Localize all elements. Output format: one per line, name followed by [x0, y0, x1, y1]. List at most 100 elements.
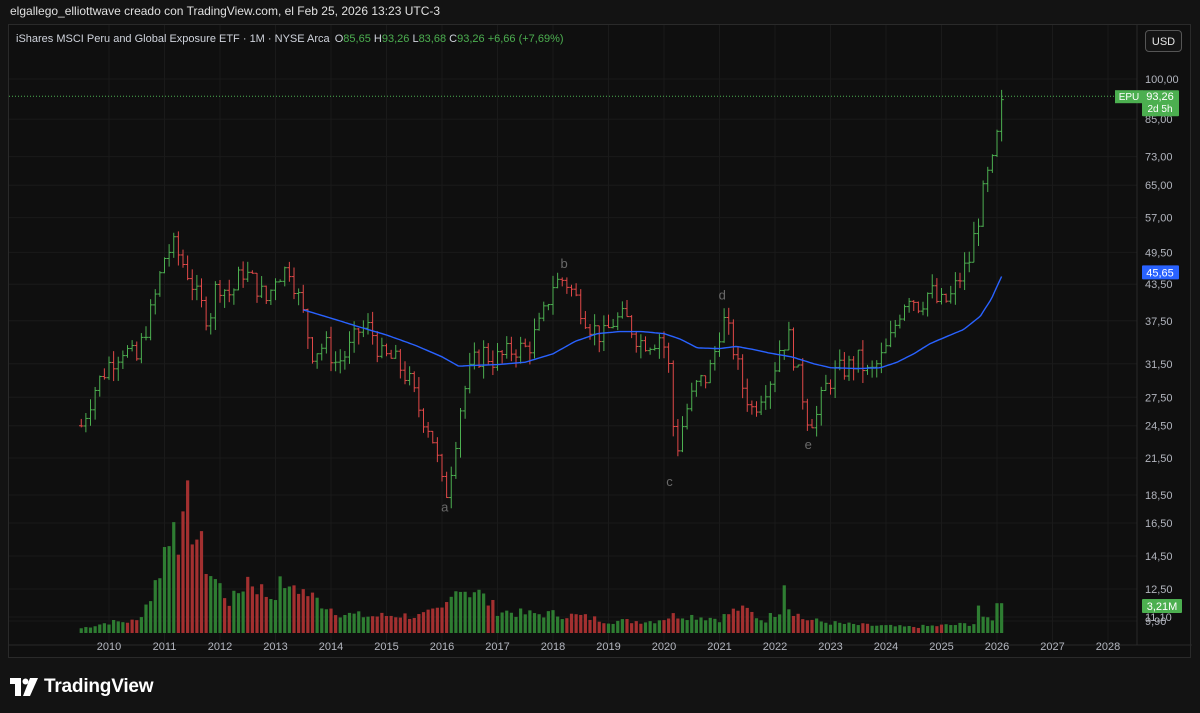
ohlc-bar — [291, 267, 297, 300]
ohlc-bar — [980, 180, 986, 227]
volume-bar — [102, 623, 106, 633]
volume-bar — [144, 604, 148, 633]
volume-bar — [167, 546, 171, 633]
price-axis[interactable]: 100,00 85,00 73,00 65,00 57,00 49,50 43,50 37,5… — [1136, 25, 1179, 645]
volume-bar — [227, 605, 231, 633]
countdown-text: 2d 5h — [1147, 104, 1172, 115]
volume-bar — [440, 607, 444, 633]
volume-bar — [847, 622, 851, 633]
volume-bar — [685, 620, 689, 633]
volume-bar — [283, 588, 287, 633]
ohlc-bar — [860, 340, 866, 384]
chart-pane[interactable]: a b c d e 100,00 85,00 73,00 65,00 57,00 49,50 43,… — [8, 24, 1192, 659]
ohlc-bar — [402, 361, 408, 385]
volume-bar — [653, 623, 657, 633]
x-tick-label: 2018 — [541, 641, 565, 653]
volume-bar — [329, 608, 333, 633]
ohlc-bar — [763, 385, 768, 410]
volume-bar — [93, 626, 97, 633]
wave-label-b: b — [560, 256, 567, 271]
ohlc-bar — [449, 466, 454, 509]
volume-bar — [889, 624, 893, 633]
ohlc-bar — [620, 301, 625, 319]
ma-price-text: 45,65 — [1146, 267, 1174, 279]
ohlc-bar — [814, 405, 819, 437]
ohlc-bar — [268, 289, 274, 305]
wave-label-a: a — [441, 500, 449, 515]
volume-bar — [421, 612, 426, 633]
volume-bar — [856, 625, 860, 633]
price-chart[interactable]: a b c d e 100,00 85,00 73,00 65,00 57,00 49,50 43,… — [9, 25, 1192, 659]
ohlc-bar — [879, 342, 884, 374]
chart-caption: elgallego_elliottwave creado con Trading… — [10, 4, 441, 18]
ohlc-bar — [583, 311, 588, 329]
ohlc-bar — [555, 272, 560, 289]
ohlc-bar — [370, 311, 375, 345]
volume-bar — [912, 626, 916, 633]
volume-bar — [611, 623, 615, 633]
wave-label-d: d — [719, 287, 726, 302]
volume-bar — [972, 624, 976, 633]
ohlc-bar — [231, 288, 237, 305]
y-tick-label: 24,50 — [1145, 421, 1173, 433]
ohlc-bar — [439, 453, 445, 482]
legend-low-value: 83,68 — [418, 33, 447, 45]
ohlc-bar — [971, 221, 977, 263]
volume-bar — [324, 609, 328, 633]
volume-bar — [995, 603, 999, 633]
volume-bar — [884, 625, 888, 633]
volume-bar — [824, 622, 828, 633]
ohlc-bar — [560, 277, 565, 287]
legend-close-value: 93,26 — [457, 33, 485, 45]
volume-bar — [394, 617, 398, 633]
volume-bar — [84, 627, 88, 633]
ohlc-bar — [259, 276, 264, 298]
volume-bar — [204, 573, 208, 633]
volume-bar — [819, 621, 823, 633]
tradingview-logo-icon — [10, 678, 38, 696]
volume-bar — [708, 617, 712, 633]
volume-bar — [796, 613, 800, 633]
volume-bar — [616, 620, 620, 633]
ohlc-bar — [768, 381, 773, 409]
volume-bar — [875, 625, 879, 633]
x-tick-label: 2028 — [1096, 641, 1120, 653]
wave-label-e: e — [805, 437, 812, 452]
ohlc-bar — [777, 340, 782, 373]
volume-bar — [560, 619, 564, 633]
y-tick-label: 85,00 — [1145, 114, 1173, 126]
ohlc-bar — [342, 350, 348, 370]
legend-change: +6,66 (+7,69%) — [487, 33, 564, 45]
x-tick-label: 2020 — [652, 641, 676, 653]
ohlc-bar — [689, 382, 694, 412]
ohlc-bar — [680, 416, 685, 453]
ohlc-bar — [578, 289, 583, 325]
ohlc-bar — [957, 272, 963, 289]
ohlc-bar — [240, 261, 246, 288]
volume-bar — [158, 578, 162, 633]
ohlc-bar — [791, 327, 796, 371]
volume-bar — [121, 622, 125, 633]
volume-bar — [468, 597, 472, 633]
currency-button[interactable]: USD — [1145, 30, 1182, 52]
ohlc-bar — [462, 385, 468, 419]
time-axis[interactable]: 2010 2011 2012 2013 2014 2015 2016 2017 2018 2019… — [97, 641, 1120, 653]
volume-bar — [643, 622, 648, 633]
volume-bar — [574, 614, 578, 633]
ohlc-bar — [518, 336, 523, 364]
ohlc-bar — [948, 285, 953, 304]
ohlc-bar — [416, 377, 422, 418]
volume-bar — [528, 610, 532, 633]
symbol-tag-text: EPU — [1119, 92, 1140, 103]
ohlc-bar — [629, 315, 634, 339]
ohlc-bar — [828, 379, 833, 395]
ohlc-bar — [435, 437, 440, 463]
volume-bar — [195, 539, 199, 633]
volume-bar — [509, 612, 513, 633]
ohlc-bar — [666, 342, 671, 373]
volume-bar — [523, 614, 527, 633]
ohlc-bar — [273, 278, 278, 301]
volume-bar — [435, 607, 439, 633]
ohlc-bar — [282, 266, 287, 287]
last-price-label — [1142, 90, 1179, 117]
